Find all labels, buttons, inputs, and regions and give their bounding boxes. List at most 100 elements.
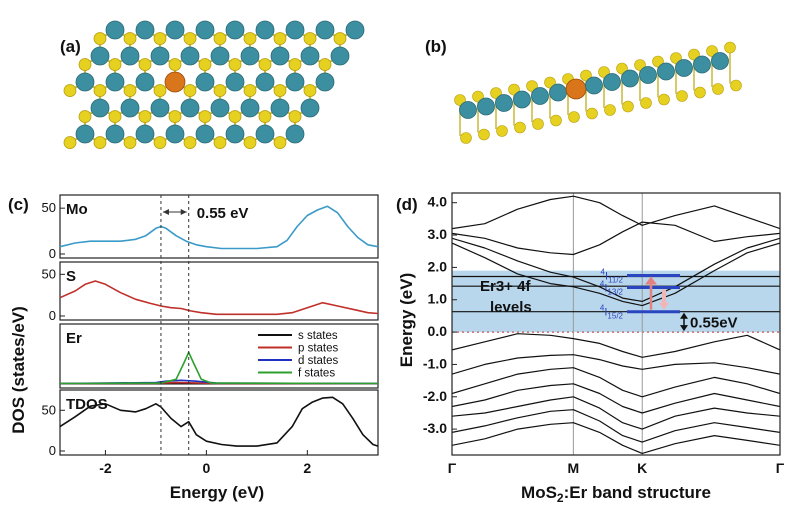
mo-atom (180, 98, 200, 118)
s-atom (676, 90, 688, 102)
band-line (452, 237, 780, 302)
band-line (452, 383, 780, 414)
legend-label: p states (298, 343, 339, 355)
mo-atom (300, 98, 320, 118)
dos-ytick-label: 0 (49, 443, 56, 458)
s-atom (670, 52, 682, 64)
gap-arrowheads (162, 209, 187, 215)
mo-atom (255, 124, 275, 144)
mo-atom (165, 20, 185, 40)
crystal-side-view (454, 41, 742, 144)
dos-xlabel: Energy (eV) (170, 483, 264, 502)
mo-atom (135, 20, 155, 40)
s-atom (288, 58, 302, 71)
band-line (452, 367, 780, 398)
s-atom (568, 111, 580, 123)
band-ytick-label: -3.0 (423, 420, 447, 436)
band-line (452, 333, 780, 358)
s-atom (712, 83, 724, 95)
s-atom (490, 87, 502, 99)
s-atom (634, 59, 646, 71)
mo-atom (180, 46, 200, 66)
s-atom (694, 86, 706, 99)
er-level-label: 4I13/2 (600, 279, 624, 296)
s-atom (526, 80, 538, 92)
mo-atom (210, 46, 230, 66)
s-atom (303, 84, 317, 97)
mo-atom (120, 98, 140, 118)
s-atom (183, 32, 197, 45)
mo-atom (135, 72, 155, 92)
mo-atom (477, 97, 495, 116)
dos-ytick-label: 50 (42, 266, 56, 281)
band-gap-annotation: 0.55eV (690, 314, 738, 331)
s-atom (258, 110, 272, 123)
s-atom (273, 136, 287, 149)
level-main: I (605, 270, 608, 282)
legend-label: f states (298, 368, 335, 380)
mo-atom (285, 124, 305, 144)
dos-ytick-label: 50 (42, 402, 56, 417)
mo-atom (459, 101, 477, 119)
level-sup: 4 (600, 279, 605, 288)
band-frame (451, 192, 781, 456)
mo-atom (621, 69, 639, 88)
level-main: I (604, 282, 607, 294)
gap-double-arrowheads (680, 312, 688, 332)
s-atom (258, 58, 272, 71)
mo-atom (90, 98, 110, 118)
mo-atom (513, 90, 531, 109)
mo-atom (330, 46, 350, 66)
s-atom (706, 45, 718, 57)
s-atom (598, 66, 610, 78)
s-atom (213, 84, 227, 97)
s-atom (93, 136, 107, 149)
s-atom (183, 136, 197, 149)
inset-label-line2: levels (490, 299, 532, 316)
s-atom (63, 84, 77, 97)
mo-atom (531, 87, 549, 105)
mo-atom (195, 124, 215, 144)
s-atom (63, 136, 77, 149)
s-atom (514, 121, 526, 134)
mo-atom (210, 98, 230, 118)
mo-atom (693, 55, 711, 74)
dos-ytick-label: 0 (49, 308, 56, 323)
s-atom (123, 136, 137, 149)
mo-atom (240, 46, 260, 66)
s-atom (724, 41, 736, 54)
s-atom (243, 136, 257, 149)
mo-atom (225, 20, 245, 40)
kpoint-label: M (568, 460, 580, 476)
s-atom (303, 32, 317, 45)
level-sup: 4 (601, 267, 606, 276)
er-4f-region (452, 270, 780, 333)
s-atom (622, 100, 634, 113)
mo-atom (90, 46, 110, 66)
band-ytick-label: 0.0 (428, 323, 448, 339)
s-atom (123, 84, 137, 97)
band-line (452, 195, 780, 230)
legend-label: s states (298, 330, 338, 342)
mo-atom (285, 20, 305, 40)
s-atom (78, 110, 92, 123)
s-atom (153, 32, 167, 45)
level-sub: 15/2 (607, 312, 623, 321)
dos-subplot-frame (59, 194, 379, 259)
s-atom (550, 114, 562, 127)
s-atom (93, 32, 107, 45)
mo-atom (255, 20, 275, 40)
mo-atom (315, 72, 335, 92)
dos-subplot-name: TDOS (66, 396, 108, 413)
s-atom (496, 125, 508, 137)
mo-atom (300, 46, 320, 66)
excitation-arrowhead (645, 276, 657, 285)
s-atom (198, 110, 212, 123)
mo-atom (105, 72, 125, 92)
panel-b-label: (b) (425, 37, 447, 56)
dos-xtick-label: 2 (303, 460, 311, 476)
legend-label: d states (298, 355, 339, 367)
dos-ytick-label: 50 (42, 200, 56, 215)
s-atom (273, 32, 287, 45)
inset-label-line1: Er3+ 4f (480, 278, 531, 295)
